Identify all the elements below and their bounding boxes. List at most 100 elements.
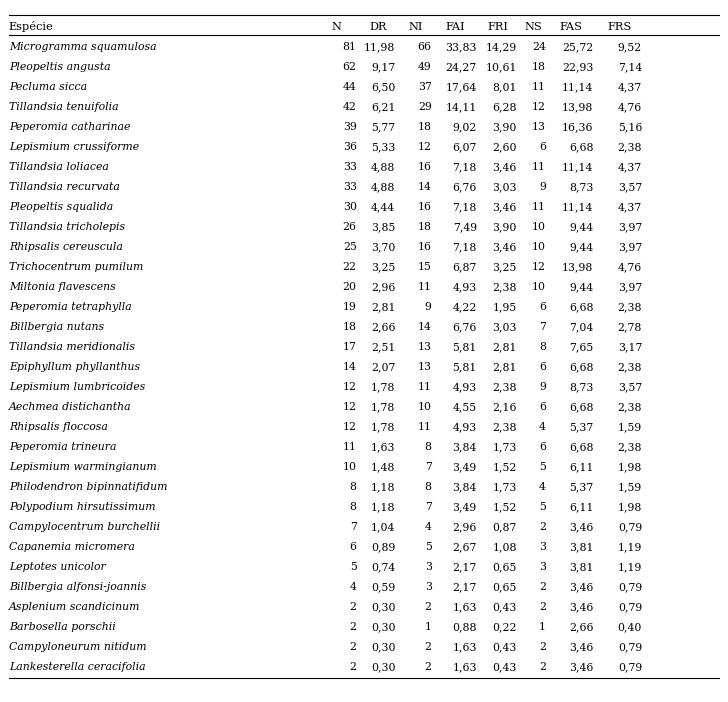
- Text: 5,81: 5,81: [453, 362, 477, 372]
- Text: 2: 2: [349, 642, 357, 652]
- Text: 3,46: 3,46: [569, 662, 593, 673]
- Text: 3,17: 3,17: [618, 342, 642, 352]
- Text: 1,59: 1,59: [618, 482, 642, 492]
- Text: 2: 2: [424, 602, 432, 612]
- Text: 7: 7: [425, 462, 432, 472]
- Text: 2,38: 2,38: [617, 402, 642, 412]
- Text: 2,81: 2,81: [492, 362, 517, 372]
- Text: 0,43: 0,43: [493, 602, 517, 612]
- Text: 2: 2: [539, 522, 546, 532]
- Text: Leptotes unicolor: Leptotes unicolor: [9, 562, 106, 572]
- Text: 7,14: 7,14: [618, 62, 642, 72]
- Text: 3,46: 3,46: [569, 642, 593, 652]
- Text: 5: 5: [350, 562, 357, 572]
- Text: 9,44: 9,44: [569, 242, 593, 252]
- Text: 16: 16: [418, 202, 432, 212]
- Text: 1,52: 1,52: [493, 462, 517, 472]
- Text: 14: 14: [418, 322, 432, 332]
- Text: 3,81: 3,81: [569, 562, 593, 572]
- Text: 8,73: 8,73: [569, 382, 593, 392]
- Text: 36: 36: [343, 142, 357, 152]
- Text: 15: 15: [418, 262, 432, 272]
- Text: 2: 2: [424, 642, 432, 652]
- Text: 0,43: 0,43: [493, 662, 517, 673]
- Text: 12: 12: [532, 262, 546, 272]
- Text: 19: 19: [343, 302, 357, 312]
- Text: 0,40: 0,40: [618, 622, 642, 633]
- Text: 4,22: 4,22: [453, 302, 477, 312]
- Text: 0,79: 0,79: [618, 662, 642, 673]
- Text: 6,87: 6,87: [453, 262, 477, 272]
- Text: 1,19: 1,19: [618, 562, 642, 572]
- Text: Campylocentrum burchellii: Campylocentrum burchellii: [9, 522, 160, 532]
- Text: 7,18: 7,18: [453, 162, 477, 172]
- Text: Capanemia micromera: Capanemia micromera: [9, 542, 135, 552]
- Text: 3,57: 3,57: [618, 182, 642, 192]
- Text: 3,90: 3,90: [493, 122, 517, 132]
- Text: 14,29: 14,29: [486, 42, 517, 52]
- Text: Tillandsia recurvata: Tillandsia recurvata: [9, 182, 119, 192]
- Text: 0,79: 0,79: [618, 642, 642, 652]
- Text: 5,81: 5,81: [453, 342, 477, 352]
- Text: 12: 12: [343, 382, 357, 392]
- Text: 6,68: 6,68: [569, 302, 593, 312]
- Text: N: N: [332, 22, 341, 32]
- Text: 4,93: 4,93: [453, 422, 477, 432]
- Text: 18: 18: [343, 322, 357, 332]
- Text: 3: 3: [424, 582, 432, 592]
- Text: 3: 3: [539, 562, 546, 572]
- Text: 2: 2: [349, 622, 357, 633]
- Text: 1,78: 1,78: [371, 422, 395, 432]
- Text: 6: 6: [349, 542, 357, 552]
- Text: Pleopeltis squalida: Pleopeltis squalida: [9, 202, 113, 212]
- Text: 0,88: 0,88: [452, 622, 477, 633]
- Text: Peperomia catharinae: Peperomia catharinae: [9, 122, 130, 132]
- Text: 2,81: 2,81: [371, 302, 395, 312]
- Text: 3,25: 3,25: [371, 262, 395, 272]
- Text: Espécie: Espécie: [9, 21, 53, 32]
- Text: 2,17: 2,17: [453, 562, 477, 572]
- Text: 4: 4: [539, 482, 546, 492]
- Text: 16: 16: [418, 242, 432, 252]
- Text: 11: 11: [532, 202, 546, 212]
- Text: 1,63: 1,63: [452, 642, 477, 652]
- Text: 13: 13: [418, 362, 432, 372]
- Text: 7,04: 7,04: [569, 322, 593, 332]
- Text: 2: 2: [349, 602, 357, 612]
- Text: 8: 8: [424, 482, 432, 492]
- Text: 3,46: 3,46: [569, 602, 593, 612]
- Text: 6: 6: [539, 362, 546, 372]
- Text: Tillandsia tricholepis: Tillandsia tricholepis: [9, 222, 125, 232]
- Text: 7,65: 7,65: [569, 342, 593, 352]
- Text: 2: 2: [539, 582, 546, 592]
- Text: 6,28: 6,28: [492, 102, 517, 112]
- Text: 2,67: 2,67: [453, 542, 477, 552]
- Text: Aechmea distichantha: Aechmea distichantha: [9, 402, 131, 412]
- Text: 0,30: 0,30: [371, 602, 395, 612]
- Text: 11: 11: [418, 282, 432, 292]
- Text: 4,44: 4,44: [371, 202, 395, 212]
- Text: 14: 14: [418, 182, 432, 192]
- Text: 2: 2: [424, 662, 432, 673]
- Text: 62: 62: [343, 62, 357, 72]
- Text: 4,37: 4,37: [618, 202, 642, 212]
- Text: FRI: FRI: [488, 22, 508, 32]
- Text: Lepismium crussiforme: Lepismium crussiforme: [9, 142, 139, 152]
- Text: 2,78: 2,78: [618, 322, 642, 332]
- Text: Tillandsia tenuifolia: Tillandsia tenuifolia: [9, 102, 119, 112]
- Text: 26: 26: [343, 222, 357, 232]
- Text: 2: 2: [539, 642, 546, 652]
- Text: 0,65: 0,65: [493, 582, 517, 592]
- Text: 8,01: 8,01: [492, 82, 517, 92]
- Text: 0,74: 0,74: [371, 562, 395, 572]
- Text: 4: 4: [539, 422, 546, 432]
- Text: Pleopeltis angusta: Pleopeltis angusta: [9, 62, 111, 72]
- Text: 9,44: 9,44: [569, 282, 593, 292]
- Text: 6: 6: [539, 302, 546, 312]
- Text: Philodendron bipinnatiﬁdum: Philodendron bipinnatiﬁdum: [9, 482, 167, 492]
- Text: 10,61: 10,61: [486, 62, 517, 72]
- Text: 18: 18: [532, 62, 546, 72]
- Text: 11,14: 11,14: [562, 202, 593, 212]
- Text: 3,49: 3,49: [453, 462, 477, 472]
- Text: 6,76: 6,76: [453, 322, 477, 332]
